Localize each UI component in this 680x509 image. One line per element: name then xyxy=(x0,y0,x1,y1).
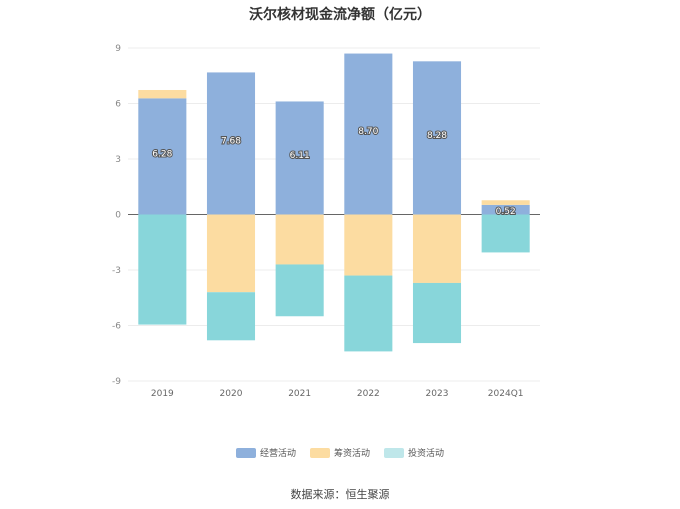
legend-label-investing: 投资活动 xyxy=(408,449,445,459)
data-source: 数据来源：恒生聚源 xyxy=(290,488,390,501)
bar-operating-2023[interactable] xyxy=(412,61,462,215)
bar-operating-2022[interactable] xyxy=(344,53,393,215)
bar-operating-2020[interactable] xyxy=(206,72,256,215)
data-label: 7.68 xyxy=(221,136,241,146)
legend-swatch-operating xyxy=(235,447,256,458)
x-tick-label: 2019 xyxy=(151,389,174,399)
legend: 经营活动 筹资活动 投资活动 xyxy=(0,446,680,459)
bar-investing-2021[interactable] xyxy=(275,264,324,317)
x-tick-label: 2024Q1 xyxy=(488,389,524,399)
x-tick-label: 2022 xyxy=(357,389,380,399)
data-label: 6.11 xyxy=(290,151,310,161)
bar-operating-2019[interactable] xyxy=(138,98,187,215)
legend-swatch-investing xyxy=(384,447,404,458)
bar-operating-2021[interactable] xyxy=(275,101,324,215)
bar-investing-2020[interactable] xyxy=(206,292,256,341)
bar-operating-2024Q1[interactable] xyxy=(481,204,530,215)
legend-label-operating: 经营活动 xyxy=(259,449,296,459)
y-tick-label: 0 xyxy=(115,211,121,221)
y-tick-label: -9 xyxy=(112,377,121,387)
bar-investing-2019[interactable] xyxy=(138,214,187,325)
y-tick-label: -3 xyxy=(112,266,121,276)
bar-investing-2024Q1[interactable] xyxy=(481,214,530,253)
bar-investing-2023[interactable] xyxy=(412,282,462,344)
data-label: 8.28 xyxy=(427,131,447,141)
y-tick-label: -6 xyxy=(112,322,121,332)
legend-item-operating[interactable]: 经营活动 xyxy=(235,446,296,459)
bar-financing-2020[interactable] xyxy=(206,214,256,293)
y-tick-label: 6 xyxy=(115,100,121,110)
bar-financing-2022[interactable] xyxy=(344,214,393,276)
bar-financing-2024Q1[interactable] xyxy=(481,200,530,205)
y-tick-label: 9 xyxy=(115,44,121,54)
data-label: 0.52 xyxy=(496,207,516,217)
x-tick-label: 2020 xyxy=(220,389,243,399)
x-tick-label: 2021 xyxy=(288,389,311,399)
bar-investing-2022[interactable] xyxy=(344,275,393,352)
y-tick-label: 3 xyxy=(115,155,121,165)
legend-swatch-financing xyxy=(309,447,330,458)
data-label: 8.70 xyxy=(358,127,378,137)
bar-financing-2019[interactable] xyxy=(138,89,187,99)
legend-label-financing: 筹资活动 xyxy=(333,449,370,459)
legend-item-investing[interactable]: 投资活动 xyxy=(384,446,444,459)
bar-financing-2023[interactable] xyxy=(412,214,462,283)
chart-title: 沃尔核材现金流净额（亿元） xyxy=(249,7,431,23)
x-tick-label: 2023 xyxy=(426,389,449,399)
data-label: 6.28 xyxy=(152,149,172,159)
legend-item-financing[interactable]: 筹资活动 xyxy=(309,446,370,459)
bar-financing-2021[interactable] xyxy=(275,214,324,265)
